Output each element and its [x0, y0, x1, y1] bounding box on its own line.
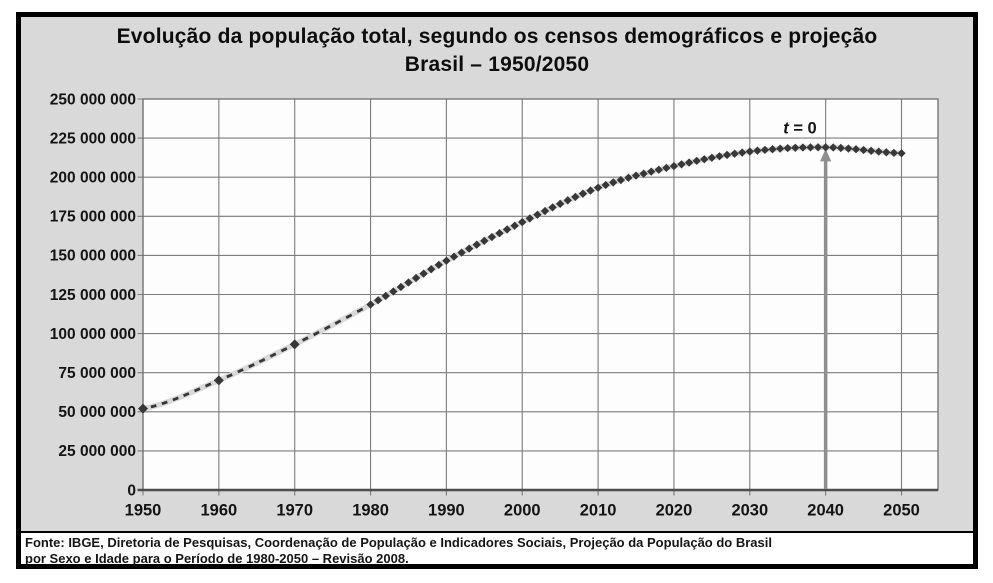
source-note-line2: por Sexo e Idade para o Período de 1980-… [25, 551, 409, 566]
chart-frame: Evolução da população total, segundo os … [16, 12, 978, 569]
chart-title: Evolução da população total, segundo os … [21, 23, 973, 79]
chart-title-line1: Evolução da população total, segundo os … [116, 25, 878, 48]
source-note-line1: Fonte: IBGE, Diretoria de Pesquisas, Coo… [25, 535, 772, 550]
source-note: Fonte: IBGE, Diretoria de Pesquisas, Coo… [21, 531, 973, 566]
chart-title-line2: Brasil – 1950/2050 [404, 53, 590, 76]
